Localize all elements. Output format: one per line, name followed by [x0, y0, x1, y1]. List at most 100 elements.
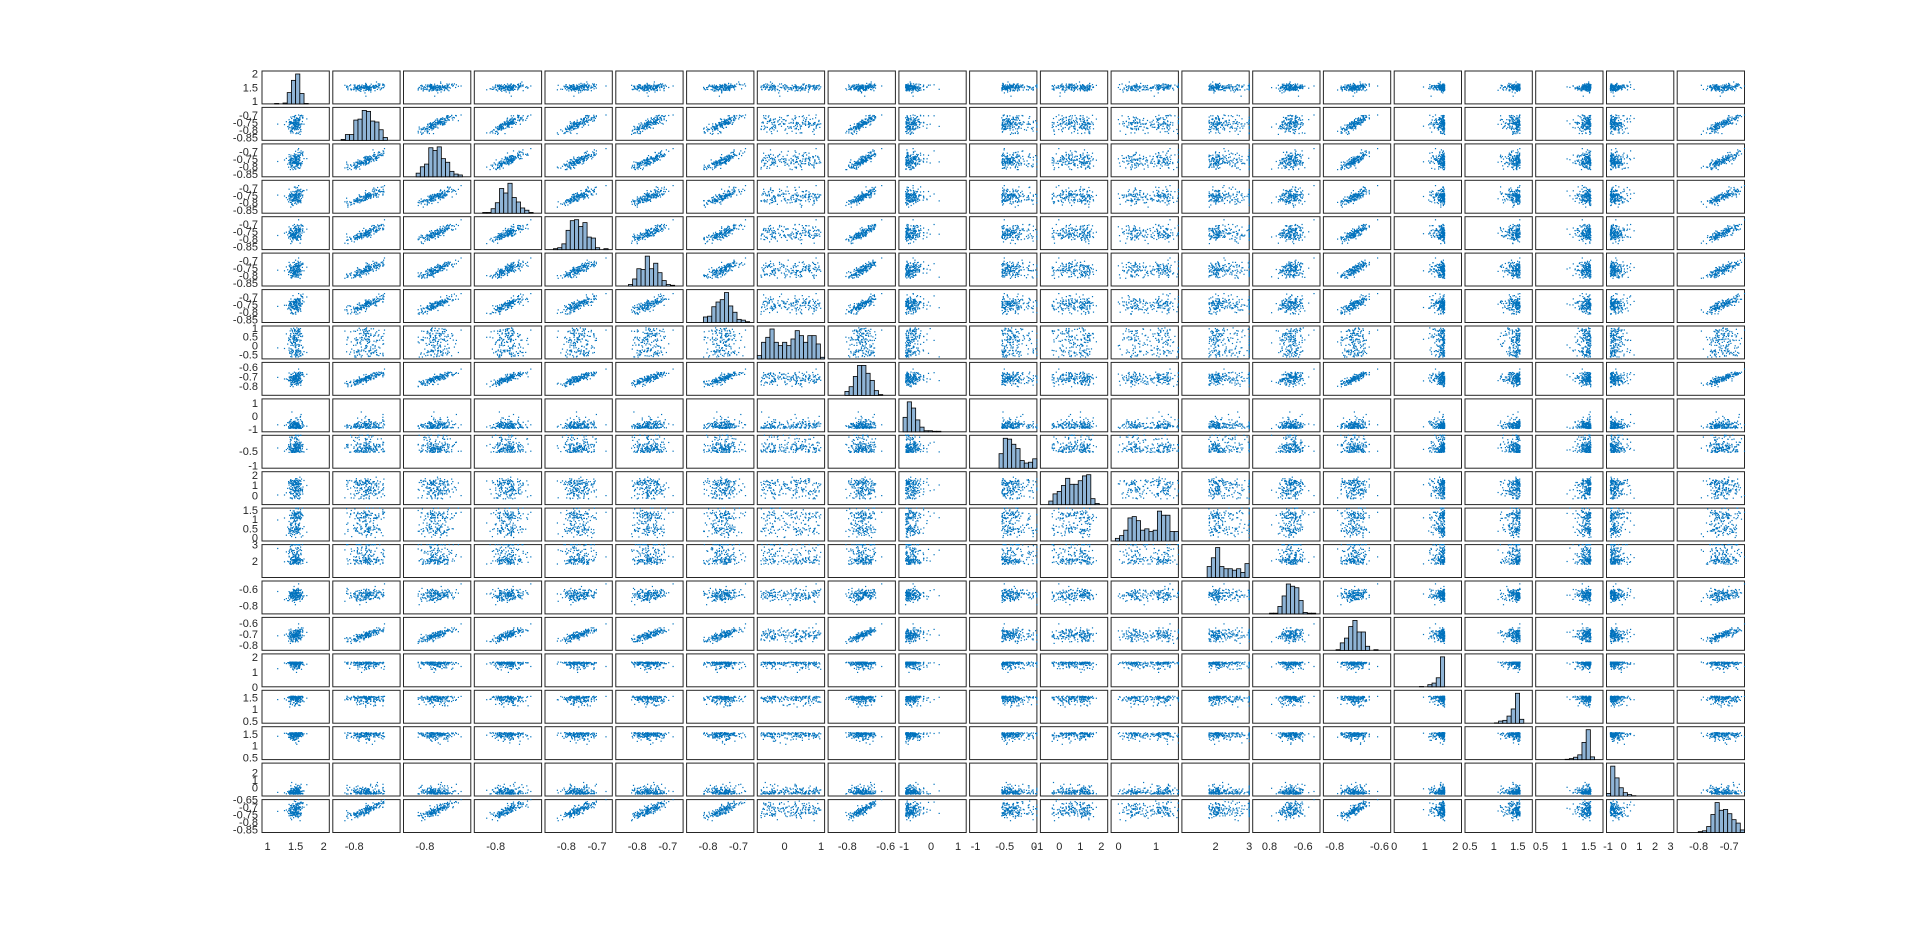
scatter-point: [370, 91, 371, 92]
scatter-point: [727, 90, 728, 91]
scatter-point: [665, 85, 666, 86]
scatter-point: [1163, 84, 1164, 85]
scatter-point: [1247, 89, 1248, 90]
scatter-point: [1063, 85, 1064, 86]
scatter-point: [779, 90, 780, 91]
scatter-point: [915, 89, 916, 90]
scatter-point: [868, 85, 869, 86]
scatter-point: [643, 90, 644, 91]
scatter-point: [1234, 86, 1235, 87]
scatter-point: [1210, 88, 1211, 89]
scatter-point: [1249, 87, 1250, 88]
scatter-point: [854, 89, 855, 90]
scatter-point: [1092, 84, 1093, 85]
scatter-point: [745, 85, 746, 86]
scatter-point: [347, 86, 348, 87]
scatter-point: [582, 84, 583, 85]
scatter-point: [570, 88, 571, 89]
scatter-point: [1096, 85, 1097, 86]
panel-r1-c5: [545, 71, 612, 104]
scatter-point: [1093, 87, 1094, 88]
scatter-point: [584, 83, 585, 84]
scatter-point: [363, 86, 364, 87]
scatter-point: [849, 88, 850, 89]
scatter-point: [496, 89, 497, 90]
panel-r1-c1: [262, 71, 329, 104]
scatter-point: [658, 84, 659, 85]
scatter-point: [1015, 88, 1016, 89]
scatter-point: [1136, 85, 1137, 86]
panel-r1-c6: [616, 71, 683, 104]
scatter-point: [649, 87, 650, 88]
scatter-point: [512, 89, 513, 90]
scatter-point: [441, 89, 442, 90]
scatter-point: [1062, 88, 1063, 89]
scatter-point: [666, 86, 667, 87]
scatter-point: [910, 83, 911, 84]
scatter-point: [1155, 88, 1156, 89]
scatter-point: [653, 85, 654, 86]
scatter-point: [1137, 86, 1138, 87]
scatter-point: [918, 84, 919, 85]
scatter-point: [1071, 87, 1072, 88]
scatter-point: [418, 89, 419, 90]
scatter-point: [423, 90, 424, 91]
scatter-point: [660, 83, 661, 84]
scatter-point: [573, 96, 574, 97]
scatter-point: [1302, 88, 1303, 89]
scatter-point: [591, 86, 592, 87]
scatter-point: [438, 86, 439, 87]
scatter-point: [382, 83, 383, 84]
scatter-point: [492, 89, 493, 90]
scatter-point: [804, 83, 805, 84]
scatter-point: [770, 86, 771, 87]
scatter-point: [574, 87, 575, 88]
scatter-point: [1249, 85, 1250, 86]
scatter-point: [1233, 90, 1234, 91]
scatter-point: [911, 88, 912, 89]
scatter-point: [369, 86, 370, 87]
scatter-point: [805, 87, 806, 88]
scatter-point: [1073, 87, 1074, 88]
scatter-point: [1065, 87, 1066, 88]
scatter-point: [916, 84, 917, 85]
scatter-point: [712, 89, 713, 90]
scatter-point: [430, 89, 431, 90]
scatter-point: [363, 90, 364, 91]
scatter-point: [444, 86, 445, 87]
scatter-point: [1022, 87, 1023, 88]
scatter-point: [809, 86, 810, 87]
scatter-point: [1068, 84, 1069, 85]
scatter-point: [1232, 89, 1233, 90]
scatter-point: [567, 88, 568, 89]
scatter-point: [906, 84, 907, 85]
scatter-point: [1168, 87, 1169, 88]
scatter-point: [730, 87, 731, 88]
scatter-point: [373, 87, 374, 88]
scatter-point: [366, 89, 367, 90]
scatter-point: [518, 86, 519, 87]
scatter-point: [566, 84, 567, 85]
scatter-point: [1228, 86, 1229, 87]
scatter-point: [1002, 85, 1003, 86]
scatter-point: [507, 89, 508, 90]
scatter-point: [1147, 88, 1148, 89]
scatter-point: [593, 85, 594, 86]
scatter-point: [866, 90, 867, 91]
scatter-point: [434, 84, 435, 85]
scatter-point: [1219, 83, 1220, 84]
panel-r1-c10: [899, 71, 966, 104]
scatter-point: [663, 85, 664, 86]
scatter-point: [1058, 85, 1059, 86]
scatter-point: [497, 85, 498, 86]
scatter-point: [1058, 87, 1059, 88]
scatter-point: [869, 83, 870, 84]
scatter-point: [530, 85, 531, 86]
scatter-point: [816, 89, 817, 90]
scatter-point: [576, 87, 577, 88]
scatter-point: [1088, 88, 1089, 89]
scatter-point: [787, 91, 788, 92]
scatter-point: [1231, 84, 1232, 85]
scatter-point: [1014, 90, 1015, 91]
scatter-point: [1088, 84, 1089, 85]
